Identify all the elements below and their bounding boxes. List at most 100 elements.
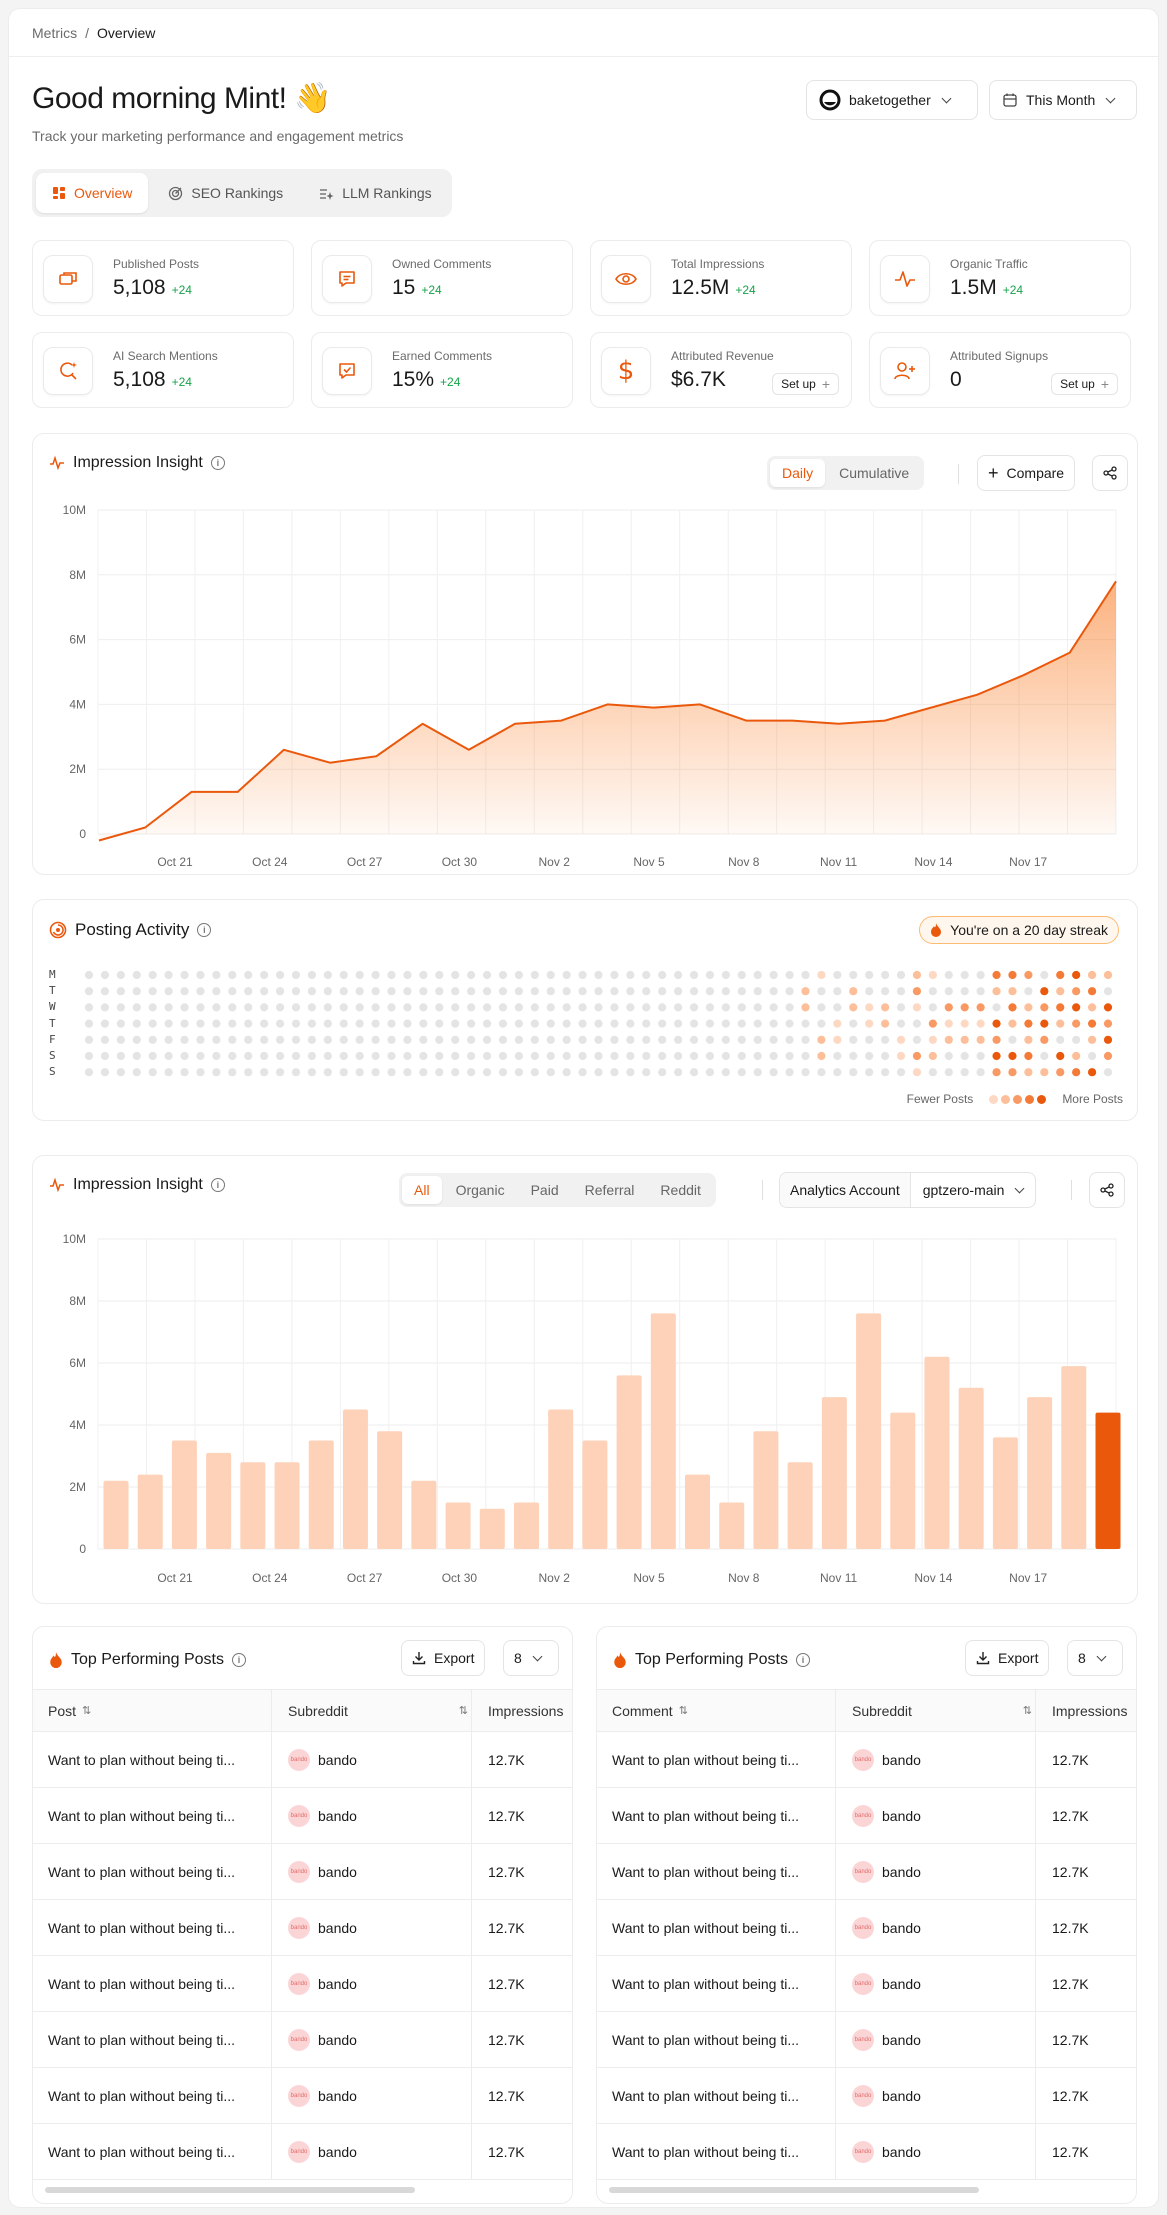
info-icon[interactable]: i: [795, 1653, 810, 1667]
table-row[interactable]: Want to plan without being ti... bando ba…: [33, 2124, 572, 2180]
filter-referral[interactable]: Referral: [584, 1182, 635, 1198]
table-row[interactable]: Want to plan without being ti... bando ba…: [33, 1788, 572, 1844]
posting-activity-card: Posting Activity i You're on a 20 day st…: [32, 899, 1138, 1121]
activity-cell: [785, 1019, 794, 1028]
filter-all[interactable]: All: [402, 1176, 442, 1204]
row-impressions: 12.7K: [488, 2031, 525, 2048]
period-selector[interactable]: This Month: [989, 80, 1137, 120]
stat-total-impressions[interactable]: Total Impressions 12.5M +24: [590, 240, 852, 316]
activity-cell: [1087, 970, 1097, 980]
horizontal-scrollbar[interactable]: [45, 2187, 415, 2193]
stat-label: Published Posts: [113, 257, 200, 271]
table-row[interactable]: Want to plan without being ti... bando ba…: [33, 1732, 572, 1788]
activity-cell: [721, 987, 730, 996]
info-icon[interactable]: i: [210, 1178, 225, 1192]
toggle-daily[interactable]: Daily: [770, 459, 826, 487]
row-impressions: 12.7K: [488, 1751, 525, 1768]
row-count-selector[interactable]: 8: [503, 1640, 559, 1676]
table-row[interactable]: Want to plan without being ti... bando ba…: [597, 2068, 1136, 2124]
table-row[interactable]: Want to plan without being ti... bando ba…: [597, 1900, 1136, 1956]
activity-cell: [355, 1051, 364, 1061]
activity-cell: [1008, 987, 1017, 996]
table-row[interactable]: Want to plan without being ti... bando ba…: [33, 1900, 572, 1956]
table-row[interactable]: Want to plan without being ti... bando ba…: [597, 2124, 1136, 2180]
table-row[interactable]: Want to plan without being ti... bando ba…: [33, 2068, 572, 2124]
setup-button[interactable]: Set up +: [772, 373, 839, 395]
column-header[interactable]: Impressions: [1052, 1702, 1128, 1719]
stat-attributed-revenue[interactable]: $ Attributed Revenue $6.7K Set up +: [590, 332, 852, 408]
activity-cell: [737, 987, 746, 996]
export-button[interactable]: Export: [401, 1640, 486, 1676]
activity-cell: [1008, 970, 1017, 980]
sort-icon[interactable]: ⇅: [678, 1705, 688, 1717]
flame-icon: [931, 923, 942, 937]
activity-cell: [84, 1019, 94, 1028]
stat-organic-traffic[interactable]: Organic Traffic 1.5M +24: [869, 240, 1131, 316]
activity-cell: [339, 1019, 348, 1028]
export-button[interactable]: Export: [965, 1640, 1050, 1676]
breadcrumb-metrics[interactable]: Metrics: [32, 25, 78, 41]
sort-icon[interactable]: ⇅: [82, 1705, 92, 1717]
row-text: Want to plan without being ti...: [48, 2031, 236, 2048]
horizontal-scrollbar[interactable]: [609, 2187, 979, 2193]
activity-cell: [705, 1051, 715, 1061]
sort-icon[interactable]: ⇅: [1022, 1705, 1032, 1717]
table-row[interactable]: Want to plan without being ti... bando ba…: [597, 1788, 1136, 1844]
column-header[interactable]: Subreddit ⇅: [288, 1702, 468, 1719]
filter-organic[interactable]: Organic: [455, 1182, 505, 1198]
info-icon[interactable]: i: [231, 1653, 246, 1667]
column-header[interactable]: Post ⇅: [48, 1702, 92, 1719]
sort-icon[interactable]: ⇅: [458, 1705, 468, 1717]
stat-earned-comments[interactable]: Earned Comments 15% +24: [311, 332, 573, 408]
activity-cell: [753, 1019, 762, 1028]
column-divider: [471, 1732, 472, 1787]
table-row[interactable]: Want to plan without being ti... bando ba…: [33, 1844, 572, 1900]
tab-seo-rankings[interactable]: SEO Rankings: [152, 173, 299, 213]
table-row[interactable]: Want to plan without being ti... bando ba…: [597, 2012, 1136, 2068]
activity-cell: [1103, 1003, 1113, 1012]
activity-cell: [928, 970, 937, 980]
column-header[interactable]: Subreddit ⇅: [852, 1702, 1032, 1719]
share-button[interactable]: [1089, 1172, 1125, 1208]
activity-cell: [1024, 1068, 1033, 1077]
activity-cell: [132, 1003, 141, 1012]
account-selector[interactable]: baketogether: [806, 80, 978, 120]
activity-cell: [530, 970, 539, 980]
comment-check-icon: [322, 347, 372, 395]
setup-button[interactable]: Set up +: [1051, 373, 1118, 395]
column-header[interactable]: Comment ⇅: [612, 1702, 688, 1719]
table-row[interactable]: Want to plan without being ti... bando ba…: [597, 1956, 1136, 2012]
activity-cell: [960, 1035, 969, 1044]
info-icon[interactable]: i: [197, 923, 212, 937]
share-button[interactable]: [1092, 455, 1128, 491]
activity-cell: [610, 987, 619, 996]
stat-owned-comments[interactable]: Owned Comments 15 +24: [311, 240, 573, 316]
table-row[interactable]: Want to plan without being ti... bando ba…: [597, 1844, 1136, 1900]
row-count-selector[interactable]: 8: [1067, 1640, 1123, 1676]
comment-icon: [322, 255, 372, 303]
table-row[interactable]: Want to plan without being ti... bando ba…: [33, 1956, 572, 2012]
activity-cell: [721, 1035, 730, 1044]
filter-paid[interactable]: Paid: [530, 1182, 559, 1198]
table-row[interactable]: Want to plan without being ti... bando ba…: [33, 2012, 572, 2068]
activity-cell: [610, 1019, 619, 1028]
activity-cell: [610, 1068, 619, 1077]
info-icon[interactable]: i: [210, 456, 225, 470]
x-tick-label: Oct 30: [442, 1571, 478, 1585]
activity-cell: [594, 987, 603, 996]
bar: [171, 1440, 197, 1549]
table-row[interactable]: Want to plan without being ti... bando ba…: [597, 1732, 1136, 1788]
stat-published-posts[interactable]: Published Posts 5,108 +24: [32, 240, 294, 316]
tab-llm-rankings[interactable]: LLM Rankings: [303, 173, 448, 213]
tab-overview[interactable]: Overview: [36, 173, 149, 213]
analytics-account-selector[interactable]: Analytics Account gptzero-main: [779, 1172, 1037, 1208]
stat-ai-search-mentions[interactable]: AI Search Mentions 5,108 +24: [32, 332, 294, 408]
activity-cell: [467, 987, 476, 996]
row-impressions: 12.7K: [1052, 2143, 1089, 2160]
column-header[interactable]: Impressions: [488, 1702, 564, 1719]
filter-reddit[interactable]: Reddit: [660, 1182, 701, 1198]
compare-button[interactable]: + Compare: [977, 455, 1076, 491]
activity-cell: [1103, 1035, 1113, 1044]
stat-attributed-signups[interactable]: Attributed Signups 0 Set up +: [869, 332, 1131, 408]
toggle-cumulative[interactable]: Cumulative: [839, 465, 910, 481]
